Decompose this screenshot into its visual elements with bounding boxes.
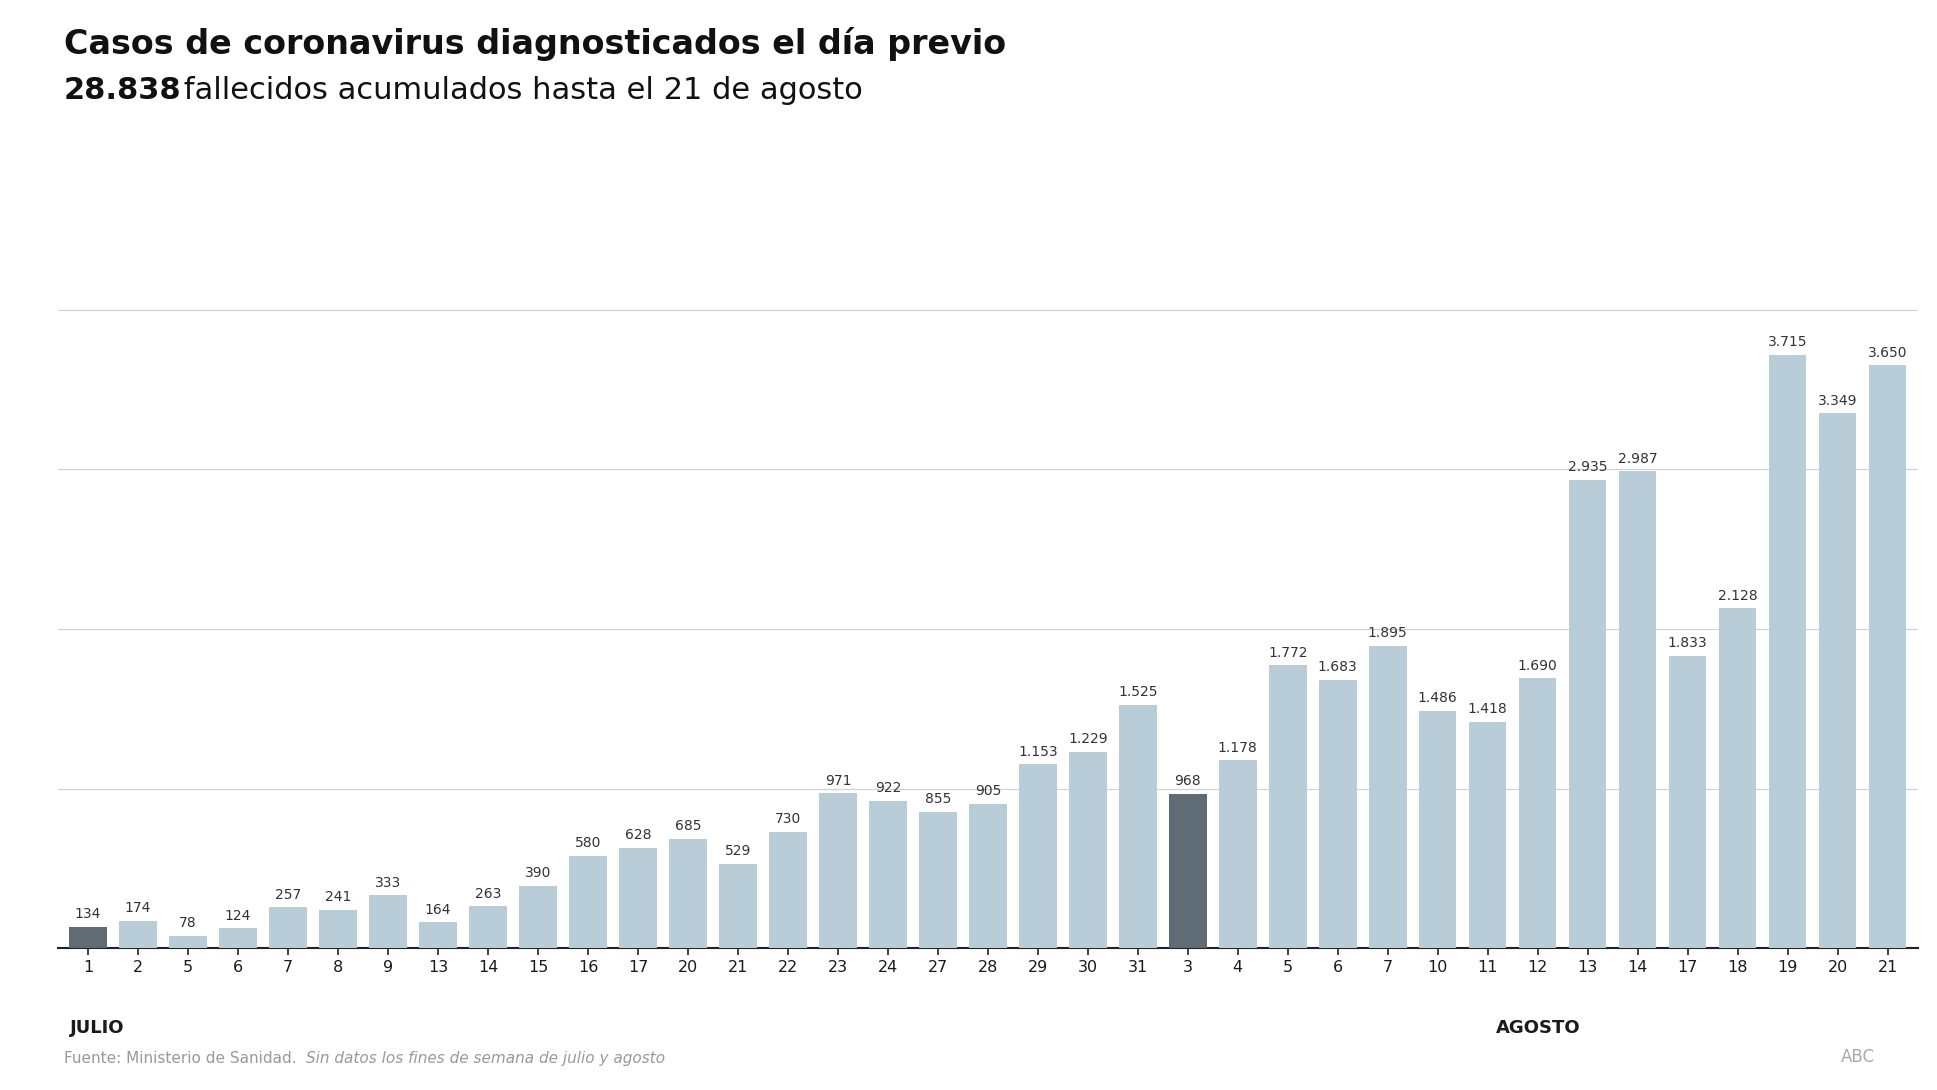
Bar: [1420, 711, 1457, 948]
Bar: [1120, 705, 1156, 948]
Bar: [370, 895, 407, 948]
Text: 971: 971: [825, 774, 850, 788]
Text: 580: 580: [575, 836, 600, 850]
Bar: [1269, 665, 1307, 948]
Bar: [320, 910, 356, 948]
Bar: [469, 906, 507, 948]
Text: 2.935: 2.935: [1567, 460, 1608, 474]
Text: 164: 164: [424, 903, 451, 917]
Bar: [1218, 760, 1257, 948]
Text: 922: 922: [876, 782, 901, 796]
Bar: [870, 801, 907, 948]
Text: 1.418: 1.418: [1468, 702, 1507, 716]
Text: Sin datos los fines de semana de julio y agosto: Sin datos los fines de semana de julio y…: [306, 1051, 664, 1066]
Bar: [819, 794, 856, 948]
Text: 1.690: 1.690: [1519, 658, 1557, 673]
Bar: [1718, 608, 1757, 948]
Text: 1.895: 1.895: [1368, 626, 1408, 640]
Text: 3.349: 3.349: [1819, 393, 1858, 408]
Text: 1.683: 1.683: [1317, 659, 1358, 674]
Bar: [620, 848, 657, 948]
Text: 134: 134: [76, 907, 101, 921]
Text: 1.178: 1.178: [1218, 740, 1257, 754]
Text: 1.229: 1.229: [1067, 732, 1108, 747]
Text: 2.987: 2.987: [1617, 451, 1658, 465]
Text: JULIO: JULIO: [70, 1019, 124, 1038]
Bar: [1819, 413, 1856, 948]
Bar: [1569, 480, 1606, 948]
Text: 529: 529: [724, 845, 752, 858]
Text: fallecidos acumulados hasta el 21 de agosto: fallecidos acumulados hasta el 21 de ago…: [174, 76, 864, 106]
Bar: [1069, 752, 1106, 948]
Bar: [1319, 679, 1356, 948]
Text: 855: 855: [924, 792, 951, 807]
Text: 1.486: 1.486: [1418, 691, 1459, 705]
Bar: [769, 832, 806, 948]
Text: 1.153: 1.153: [1019, 744, 1058, 759]
Bar: [920, 812, 957, 948]
Text: 1.833: 1.833: [1668, 635, 1708, 650]
Text: 124: 124: [225, 909, 252, 923]
Bar: [269, 907, 306, 948]
Bar: [1170, 794, 1207, 948]
Text: 78: 78: [180, 917, 198, 930]
Text: 263: 263: [475, 886, 502, 900]
Text: AGOSTO: AGOSTO: [1495, 1019, 1581, 1038]
Bar: [1670, 655, 1706, 948]
Bar: [1019, 764, 1056, 948]
Text: 28.838: 28.838: [64, 76, 182, 106]
Bar: [219, 929, 258, 948]
Bar: [1369, 645, 1406, 948]
Bar: [719, 863, 757, 948]
Text: 257: 257: [275, 887, 300, 901]
Bar: [120, 921, 157, 948]
Bar: [1768, 355, 1807, 948]
Bar: [968, 803, 1007, 948]
Bar: [169, 936, 207, 948]
Bar: [70, 926, 107, 948]
Text: 3.650: 3.650: [1867, 346, 1908, 360]
Bar: [519, 886, 556, 948]
Bar: [1869, 365, 1906, 948]
Text: 241: 241: [325, 891, 351, 905]
Text: 333: 333: [376, 875, 401, 889]
Text: Fuente: Ministerio de Sanidad.: Fuente: Ministerio de Sanidad.: [64, 1051, 302, 1066]
Text: 905: 905: [974, 784, 1001, 798]
Bar: [569, 856, 606, 948]
Text: 730: 730: [775, 812, 802, 826]
Text: 1.772: 1.772: [1269, 645, 1307, 659]
Text: 1.525: 1.525: [1118, 686, 1158, 699]
Bar: [1468, 722, 1507, 948]
Bar: [668, 839, 707, 948]
Text: 685: 685: [674, 820, 701, 834]
Bar: [1519, 678, 1557, 948]
Text: Casos de coronavirus diagnosticados el día previo: Casos de coronavirus diagnosticados el d…: [64, 27, 1005, 61]
Text: 3.715: 3.715: [1768, 336, 1807, 350]
Text: 628: 628: [626, 828, 651, 843]
Text: 968: 968: [1174, 774, 1201, 788]
Bar: [418, 922, 457, 948]
Text: 390: 390: [525, 867, 552, 881]
Text: 2.128: 2.128: [1718, 589, 1757, 603]
Bar: [1619, 471, 1656, 948]
Text: 174: 174: [124, 901, 151, 915]
Text: ABC: ABC: [1840, 1047, 1875, 1066]
